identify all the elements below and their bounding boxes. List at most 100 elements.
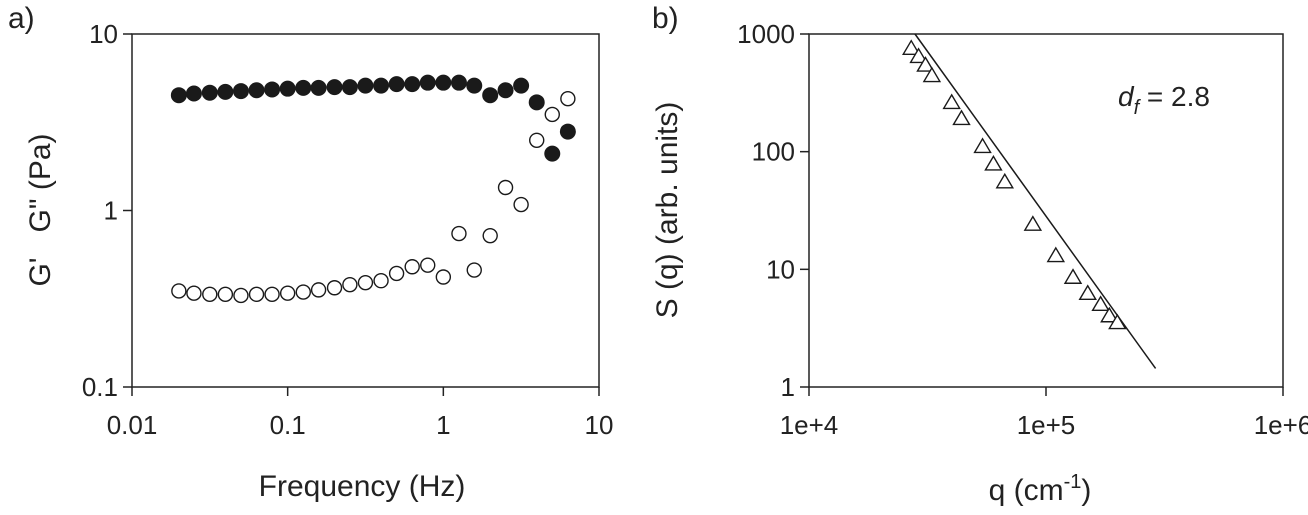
data-point-open (233, 287, 249, 304)
data-point-open (420, 257, 436, 273)
data-point-filled (232, 83, 249, 100)
x-tick-label: 1e+5 (1017, 410, 1076, 440)
x-label-close: ) (1081, 474, 1091, 507)
data-point-filled (482, 87, 499, 104)
data-point-open (186, 285, 202, 301)
data-point-open (482, 227, 498, 244)
data-point-open (560, 90, 576, 107)
data-point-open (171, 283, 187, 299)
data-point-filled (279, 80, 296, 97)
x-tick-label: 0.01 (107, 410, 158, 440)
data-point-filled (513, 77, 530, 94)
y-tick-label: 100 (752, 137, 795, 167)
data-point-triangle (1023, 215, 1043, 231)
panel-b-points (902, 39, 1127, 330)
data-point-triangle (952, 109, 971, 126)
x-tick-label: 1e+6 (1254, 410, 1308, 440)
data-point-open (544, 106, 560, 123)
annotation-text: = 2.8 (1139, 81, 1210, 112)
data-point-filled (388, 76, 405, 93)
data-point-triangle (902, 39, 921, 56)
panel-b-x-axis: 1e+4 1e+5 1e+6 (780, 387, 1308, 440)
data-point-open (357, 274, 374, 291)
y-tick-label: 10 (89, 19, 118, 49)
data-point-filled (201, 84, 218, 101)
data-point-open (279, 285, 296, 301)
x-label-main: q (cm (989, 474, 1064, 507)
panel-a-x-axis-label: Frequency (Hz) (259, 470, 466, 503)
panel-b-y-axis-label: S (q) (arb. units) (651, 102, 684, 319)
data-point-open (497, 179, 514, 196)
data-point-triangle (909, 47, 928, 64)
x-tick-label: 1 (436, 410, 450, 440)
data-point-triangle (1078, 284, 1097, 301)
x-tick-label: 0.1 (270, 410, 306, 440)
data-point-triangle (916, 56, 935, 72)
data-point-triangle (995, 172, 1015, 189)
y-tick-label: 1000 (737, 19, 795, 49)
data-point-triangle (1046, 246, 1066, 263)
y-tick-label: 10 (766, 254, 795, 284)
data-point-filled (295, 79, 312, 96)
data-point-open (295, 284, 311, 300)
data-point-open (202, 286, 218, 303)
data-point-triangle (1108, 313, 1127, 330)
data-point-filled (341, 79, 358, 96)
panel-b-label: b) (652, 2, 679, 35)
data-point-filled (450, 74, 467, 91)
data-point-filled (528, 94, 545, 111)
panel-a: a) 0.01 0.1 1 10 0.1 1 10 Frequency (Hz) G' G… (8, 2, 613, 503)
data-point-filled (435, 74, 452, 91)
panel-b-y-axis: 1 10 100 1000 (737, 19, 809, 402)
data-point-triangle (942, 93, 961, 110)
data-point-filled (185, 85, 202, 102)
data-point-filled (559, 123, 576, 140)
data-point-open (342, 276, 358, 293)
panel-b-annotation: df = 2.8 (1118, 81, 1210, 119)
data-point-filled (497, 82, 514, 99)
panel-a-points (170, 74, 576, 304)
data-point-open (529, 132, 545, 148)
panel-b: b) 1e+4 1e+5 1e+6 1 10 100 1000 df = 2.8 q (c… (651, 2, 1308, 507)
data-point-filled (404, 76, 421, 93)
data-point-filled (264, 81, 281, 98)
x-tick-label: 1e+4 (780, 410, 839, 440)
data-point-filled (419, 74, 436, 91)
data-point-filled (326, 79, 343, 96)
data-point-filled (357, 77, 374, 94)
data-point-open (310, 282, 327, 298)
x-tick-label: 10 (585, 410, 614, 440)
data-point-open (404, 259, 420, 275)
panel-a-x-axis: 0.01 0.1 1 10 (107, 387, 614, 440)
data-point-filled (466, 77, 483, 94)
data-point-filled (544, 145, 561, 162)
data-point-open (451, 225, 467, 242)
data-point-triangle (922, 66, 942, 83)
data-point-open (326, 280, 343, 296)
y-tick-label: 1 (781, 372, 795, 402)
data-point-filled (170, 87, 187, 104)
data-point-filled (217, 83, 234, 100)
data-point-open (435, 269, 452, 285)
data-point-open (373, 273, 389, 289)
data-point-open (217, 286, 234, 303)
data-point-open (248, 286, 265, 303)
y-tick-label: 0.1 (82, 372, 118, 402)
annotation-symbol: d (1118, 81, 1135, 112)
data-point-open (388, 265, 405, 282)
data-point-filled (310, 79, 327, 96)
panel-b-x-axis-label: q (cm-1) (989, 471, 1092, 507)
panel-a-y-axis: 0.1 1 10 (82, 19, 132, 402)
data-point-filled (373, 77, 390, 94)
data-point-triangle (1063, 268, 1083, 284)
data-point-open (513, 196, 529, 213)
data-point-filled (248, 82, 265, 99)
panel-b-fit-line (914, 33, 1157, 369)
y-tick-label: 1 (104, 196, 118, 226)
data-point-open (466, 262, 482, 278)
data-point-open (264, 286, 280, 303)
panel-a-y-axis-label: G' G" (Pa) (24, 133, 57, 286)
panel-b-frame (808, 33, 1284, 388)
